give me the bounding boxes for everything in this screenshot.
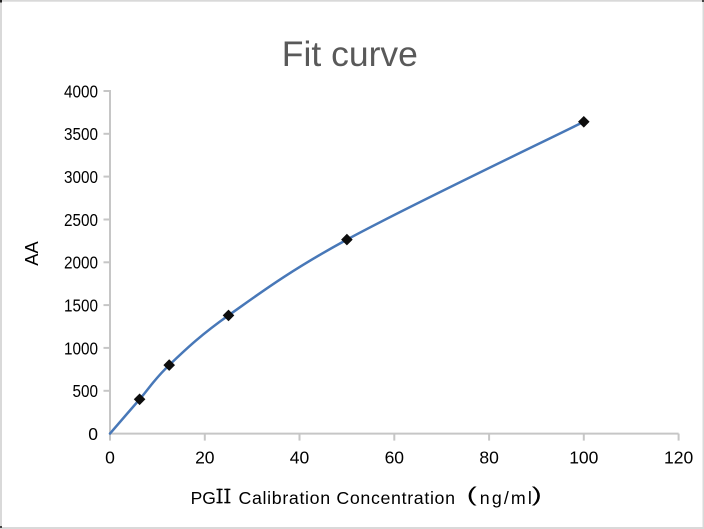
- svg-text:PG: PG: [191, 488, 216, 508]
- svg-text:ng/ml: ng/ml: [480, 488, 532, 508]
- svg-text:120: 120: [664, 448, 693, 468]
- svg-text:2000: 2000: [64, 253, 98, 273]
- svg-text:100: 100: [569, 448, 598, 468]
- svg-text:0: 0: [105, 448, 115, 468]
- svg-text:20: 20: [195, 448, 215, 468]
- svg-text:1000: 1000: [64, 338, 98, 358]
- svg-text:1500: 1500: [64, 296, 98, 316]
- svg-text:3000: 3000: [64, 167, 98, 187]
- svg-text:4000: 4000: [64, 81, 98, 101]
- svg-text:(: (: [467, 485, 477, 507]
- svg-text:40: 40: [290, 448, 310, 468]
- svg-text:Fit curve: Fit curve: [282, 34, 418, 74]
- svg-text:Calibration Concentration: Calibration Concentration: [239, 488, 456, 508]
- svg-text:3500: 3500: [64, 124, 98, 144]
- svg-text:2500: 2500: [64, 210, 98, 230]
- svg-text:): ): [532, 485, 542, 507]
- svg-text:60: 60: [385, 448, 405, 468]
- svg-text:0: 0: [88, 424, 98, 444]
- svg-text:80: 80: [479, 448, 499, 468]
- svg-text:500: 500: [73, 381, 99, 401]
- svg-text:AA: AA: [21, 241, 42, 266]
